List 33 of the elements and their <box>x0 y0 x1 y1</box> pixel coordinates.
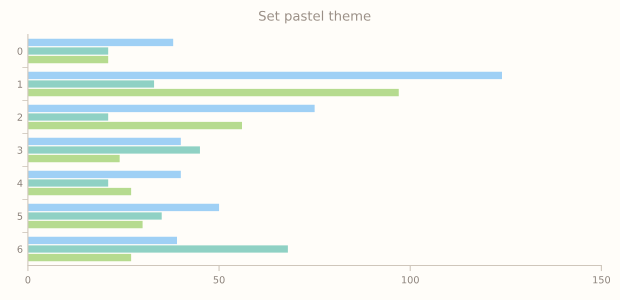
bar <box>28 146 200 154</box>
bar <box>28 188 132 196</box>
bar <box>28 245 288 253</box>
y-tick-label: 5 <box>18 212 22 220</box>
bar <box>28 212 162 220</box>
y-tick-label: 0 <box>17 47 22 55</box>
x-tick-label: 0 <box>25 276 30 284</box>
y-tick-label: 3 <box>18 146 22 154</box>
bar <box>28 170 181 178</box>
bar <box>28 179 108 187</box>
bar <box>28 236 178 244</box>
y-tick-label: 2 <box>18 113 22 121</box>
y-tick-label: 1 <box>18 80 22 88</box>
bar <box>28 154 120 162</box>
bar <box>28 88 399 96</box>
y-tick-label: 4 <box>17 180 22 187</box>
bar <box>28 38 174 46</box>
bar <box>28 254 132 262</box>
bar <box>28 122 242 130</box>
bar <box>28 104 315 112</box>
bar <box>28 56 108 64</box>
bar <box>28 220 143 228</box>
bar <box>28 72 502 80</box>
x-tick-label: 150 <box>593 276 610 284</box>
x-tick-label: 50 <box>214 276 225 284</box>
bar <box>28 138 181 146</box>
bar <box>28 113 108 121</box>
y-tick-label: 6 <box>18 245 22 253</box>
bar <box>28 47 108 55</box>
bar <box>28 204 220 212</box>
bar <box>28 80 154 88</box>
x-tick-label: 100 <box>402 276 419 284</box>
chart-title: Set pastel theme <box>259 10 370 24</box>
